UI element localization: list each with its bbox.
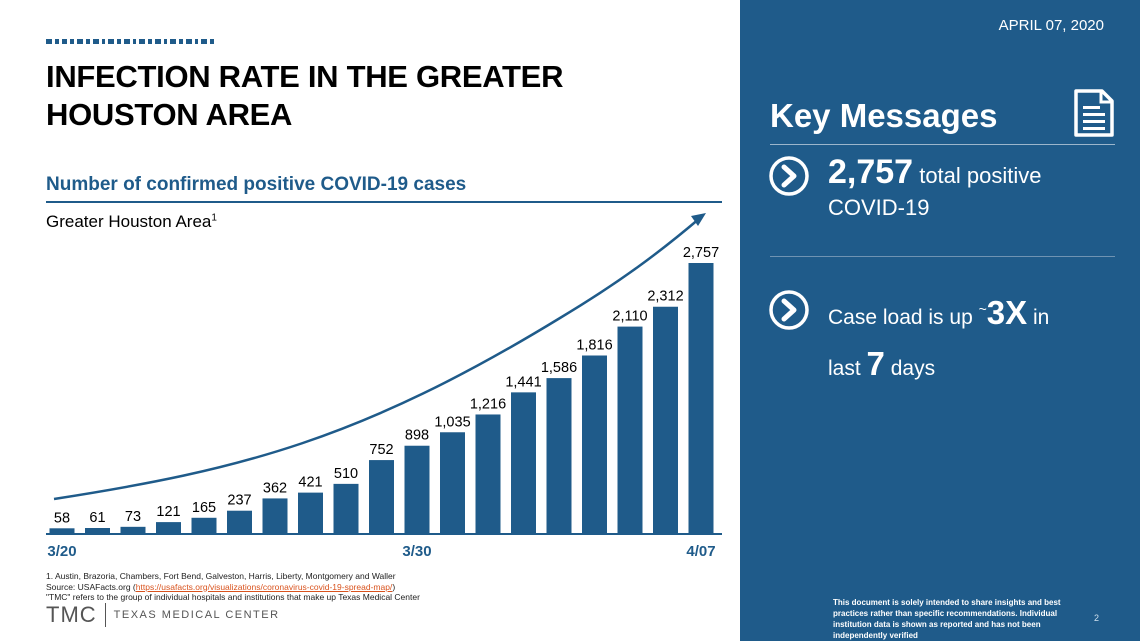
chart-slide-area: INFECTION RATE IN THE GREATER HOUSTON AR… <box>46 39 722 627</box>
bar-3/25 <box>227 510 252 534</box>
total-cases-value: 2,757 <box>828 153 914 191</box>
footnotes: 1. Austin, Brazoria, Chambers, Fort Bend… <box>46 571 606 603</box>
bar-4/06 <box>653 306 678 534</box>
data-label-4/04: 1,816 <box>576 337 612 353</box>
logo-divider <box>104 603 106 627</box>
data-label-3/26: 362 <box>263 480 287 496</box>
msg2-line2-pre: last <box>828 357 867 380</box>
key-message-total: 2,757 total positive COVID-19 <box>828 153 1118 224</box>
x-tick-label-3/20: 3/20 <box>47 543 76 560</box>
bar-4/04 <box>582 355 607 534</box>
data-label-3/20: 58 <box>54 510 70 526</box>
tmc-logo-name: TEXAS MEDICAL CENTER <box>113 609 280 621</box>
area-label: Greater Houston Area1 <box>46 212 217 232</box>
tmc-logo-mark: TMC <box>46 602 97 627</box>
source-link[interactable]: https://usafacts.org/visualizations/coro… <box>135 581 393 592</box>
footnote-source: Source: USAFacts.org (https://usafacts.o… <box>46 582 606 593</box>
data-label-3/28: 510 <box>334 466 358 482</box>
bar-4/01 <box>475 414 501 534</box>
data-label-3/31: 1,035 <box>434 414 470 430</box>
data-label-4/05: 2,110 <box>612 309 647 325</box>
x-tick-label-4/07: 4/07 <box>686 543 715 560</box>
bar-4/03 <box>546 378 572 534</box>
days-value: 7 <box>866 345 885 382</box>
bar-3/27 <box>298 492 323 534</box>
data-label-3/24: 165 <box>192 500 216 516</box>
growth-multiplier: 3X <box>986 294 1028 331</box>
footnote-counties: 1. Austin, Brazoria, Chambers, Fort Bend… <box>46 571 396 581</box>
bar-chart: 58 61 73 121 165 237 362 421 510 752 898 1,0351,216… <box>46 213 722 560</box>
panel-rule-mid <box>770 256 1115 257</box>
date-label: APRIL 07, 2020 <box>998 17 1104 34</box>
page-title-line1: INFECTION RATE IN THE GREATER <box>46 59 564 94</box>
bar-3/28 <box>333 483 359 534</box>
msg1-line2: COVID-19 <box>828 195 930 220</box>
data-label-3/25: 237 <box>227 493 251 509</box>
data-label-3/23: 121 <box>156 504 180 520</box>
key-messages-panel: APRIL 07, 2020 Key Messages 2,757 total … <box>740 0 1140 641</box>
msg2-line2-post: days <box>884 357 936 380</box>
bar-3/26 <box>262 498 288 534</box>
trend-arrow-line <box>53 217 701 501</box>
chevron-circle-icon <box>769 290 809 330</box>
data-label-3/30: 898 <box>405 428 429 444</box>
source-suffix: ) <box>392 581 396 592</box>
key-messages-title: Key Messages <box>770 97 998 134</box>
msg2-text: Case load is up <box>828 306 979 329</box>
x-tick-label-3/30: 3/30 <box>402 543 431 560</box>
bar-3/23 <box>156 522 181 534</box>
page-title: INFECTION RATE IN THE GREATER HOUSTON AR… <box>46 58 646 134</box>
chart-subtitle: Number of confirmed positive COVID-19 ca… <box>46 174 467 195</box>
msg2-tilde: ~ <box>978 301 987 317</box>
panel-rule-top <box>770 144 1115 145</box>
footnote-tmc: "TMC" refers to the group of individual … <box>46 592 420 602</box>
data-label-3/21: 61 <box>89 510 105 526</box>
bar-4/02 <box>511 392 536 534</box>
msg2-text2: in <box>1027 306 1050 329</box>
bar-3/29 <box>369 460 394 534</box>
msg1-text: total positive <box>913 163 1042 188</box>
bar-3/20 <box>49 528 75 534</box>
bar-4/05 <box>617 326 643 534</box>
bar-3/22 <box>120 526 146 534</box>
data-label-3/29: 752 <box>369 442 393 458</box>
bar-3/30 <box>404 445 430 534</box>
document-icon <box>1074 89 1114 137</box>
data-label-3/22: 73 <box>125 509 141 525</box>
page-number: 2 <box>1094 613 1100 623</box>
subtitle-rule <box>46 201 722 203</box>
disclaimer-text: This document is solely intended to shar… <box>833 598 1061 640</box>
decorative-dash-line <box>46 39 215 44</box>
data-label-4/02: 1,441 <box>505 374 541 390</box>
area-footnote-ref: 1 <box>211 212 217 224</box>
chevron-circle-icon <box>769 156 809 196</box>
source-prefix: Source: USAFacts.org ( <box>46 581 136 592</box>
trend-arrow-head <box>691 213 706 226</box>
key-message-growth: Case load is up ~3X in last 7 days <box>828 286 1118 392</box>
tmc-logo: TMC TEXAS MEDICAL CENTER <box>46 602 280 627</box>
data-label-4/06: 2,312 <box>647 289 683 305</box>
bar-3/24 <box>191 517 217 534</box>
area-label-text: Greater Houston Area <box>46 212 212 231</box>
bar-4/07 <box>688 263 714 534</box>
bar-3/31 <box>440 432 465 534</box>
data-label-4/03: 1,586 <box>541 360 577 376</box>
data-label-4/01: 1,216 <box>470 396 506 412</box>
bar-3/21 <box>85 528 110 534</box>
data-label-3/27: 421 <box>298 475 322 491</box>
page-title-line2: HOUSTON AREA <box>46 97 293 132</box>
data-label-4/07: 2,757 <box>683 245 719 261</box>
